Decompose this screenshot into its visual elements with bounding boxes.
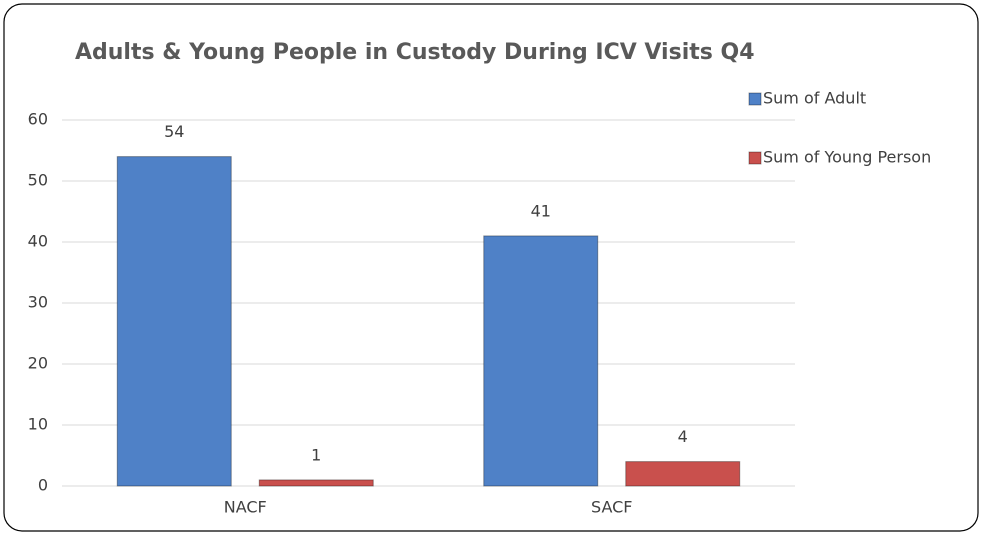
bar [625, 461, 741, 487]
y-tick-label: 50 [28, 171, 48, 190]
data-label: 1 [311, 445, 321, 464]
y-tick-label: 30 [28, 293, 48, 312]
y-tick-label: 40 [28, 232, 48, 251]
data-label: 54 [164, 122, 184, 141]
y-tick-label: 20 [28, 354, 48, 373]
x-tick-label: SACF [591, 498, 633, 517]
y-tick-label: 60 [28, 110, 48, 129]
data-label: 4 [678, 427, 688, 446]
y-tick-label: 10 [28, 415, 48, 434]
legend-swatch [748, 151, 762, 165]
legend-label: Sum of Young Person [763, 148, 931, 167]
bar [258, 479, 374, 487]
bar [483, 235, 599, 487]
legend-swatch [748, 92, 762, 106]
legend-label: Sum of Adult [763, 89, 866, 108]
chart-title: Adults & Young People in Custody During … [75, 40, 755, 65]
data-label: 41 [531, 201, 551, 220]
bar [116, 156, 232, 487]
y-tick-label: 0 [38, 476, 48, 495]
x-tick-label: NACF [224, 498, 267, 517]
